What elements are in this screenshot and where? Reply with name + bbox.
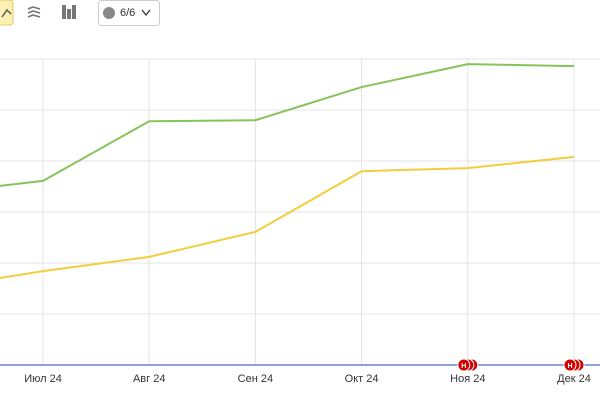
x-tick-label: Сен 24 [238, 373, 273, 385]
annotations-button[interactable] [98, 0, 160, 26]
chevron [141, 9, 151, 17]
annotation-label: Н [461, 363, 466, 370]
x-tick-label: Авг 24 [133, 373, 165, 385]
line-mode-button[interactable] [0, 0, 14, 26]
line-icon [1, 8, 12, 18]
x-tick-label: Окт 24 [345, 373, 379, 385]
counter: 6/6 [120, 7, 135, 19]
annotation-marker [563, 358, 577, 372]
area-mode-button[interactable] [27, 6, 41, 18]
bar-mode-button[interactable] [62, 5, 76, 19]
annotation-marker [457, 358, 471, 372]
comment-icon [103, 7, 115, 19]
annotation-label: Н [567, 363, 572, 370]
x-tick-label: Дек 24 [557, 373, 591, 385]
series-line [0, 63, 575, 187]
series-line [0, 155, 575, 279]
x-tick-label: Июл 24 [24, 373, 62, 385]
x-tick-label: Ноя 24 [450, 373, 485, 385]
